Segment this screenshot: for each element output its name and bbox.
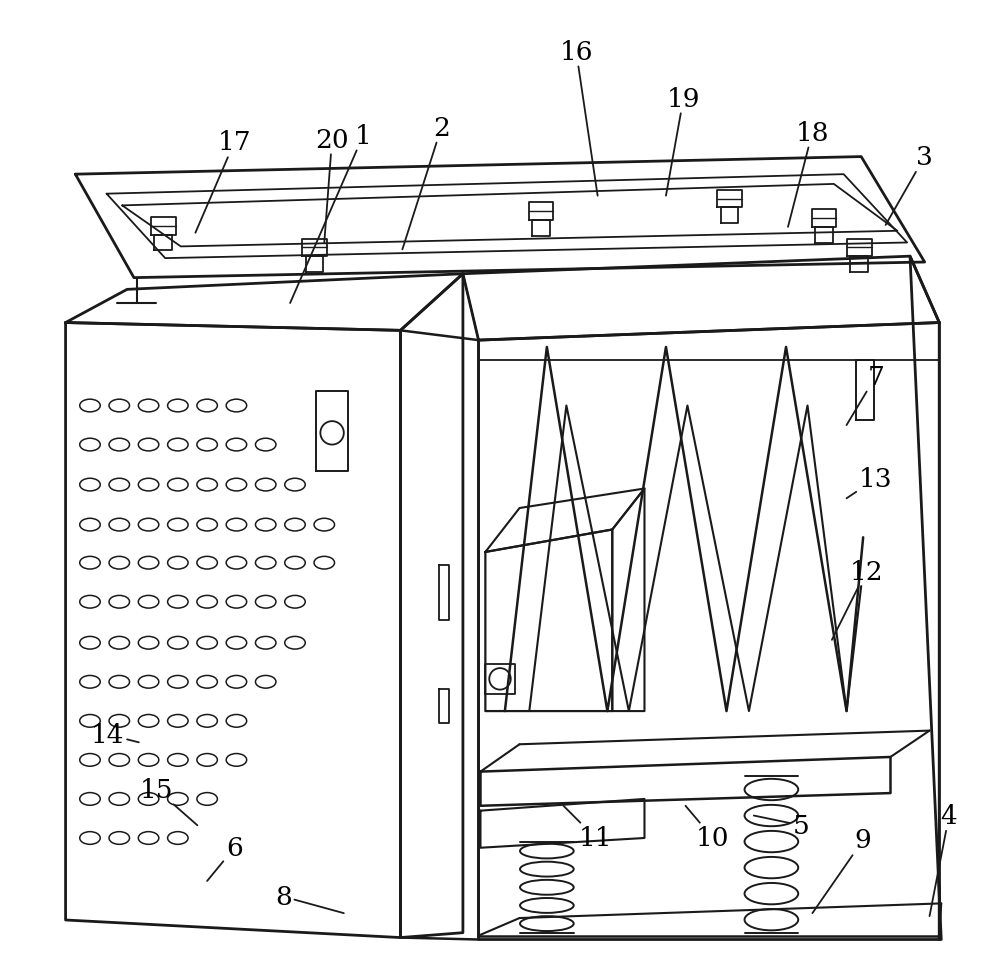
Text: 3: 3	[886, 145, 933, 226]
Text: 17: 17	[195, 130, 251, 234]
Text: 18: 18	[788, 120, 829, 228]
Text: 16: 16	[559, 40, 598, 197]
Text: 13: 13	[847, 467, 893, 499]
Text: 9: 9	[812, 827, 872, 913]
Text: 14: 14	[91, 723, 139, 747]
Text: 19: 19	[666, 86, 700, 197]
Text: 11: 11	[563, 806, 612, 851]
Text: 12: 12	[832, 559, 883, 641]
Text: 8: 8	[275, 884, 344, 913]
Text: 20: 20	[315, 127, 349, 244]
Text: 7: 7	[847, 365, 884, 425]
Text: 1: 1	[290, 123, 372, 304]
Text: 2: 2	[402, 115, 450, 250]
Text: 6: 6	[207, 835, 243, 881]
Text: 4: 4	[930, 803, 957, 916]
Text: 15: 15	[140, 777, 197, 825]
Text: 5: 5	[754, 813, 809, 838]
Text: 10: 10	[685, 806, 730, 851]
